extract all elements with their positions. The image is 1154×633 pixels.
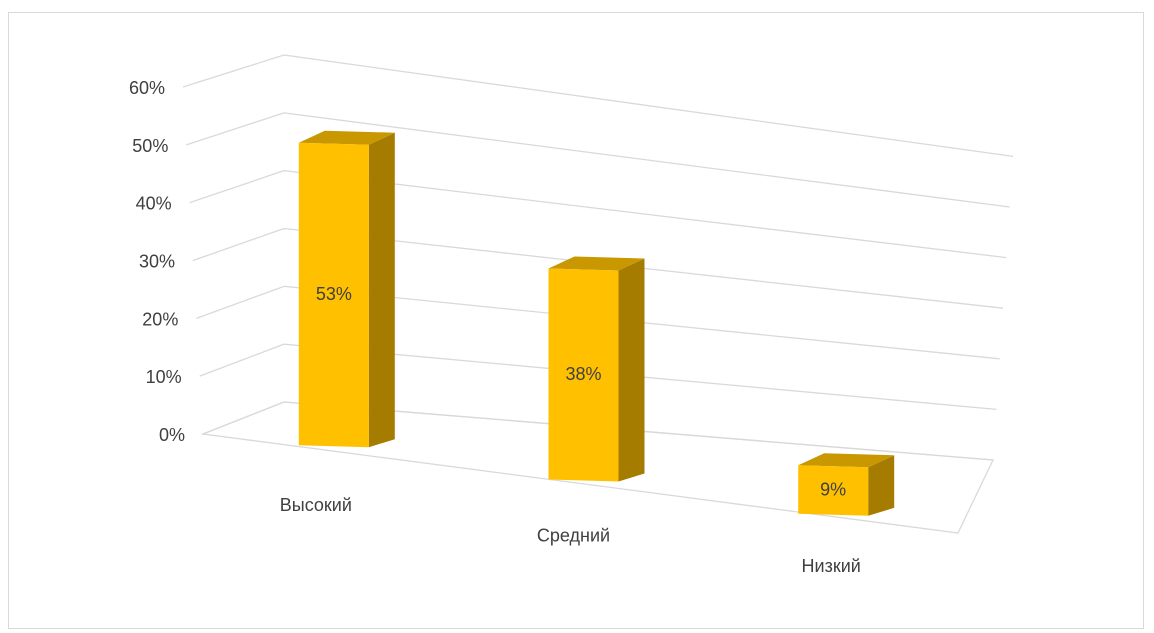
y-tick-label: 40% [136, 194, 172, 214]
y-tick-label: 60% [129, 78, 165, 98]
gridline-side [192, 227, 285, 262]
bar-0 [298, 142, 369, 448]
data-label-0: 53% [316, 284, 352, 304]
data-label-1: 38% [565, 364, 601, 384]
bar-side-2 [868, 455, 895, 516]
bar-top-1 [548, 256, 645, 271]
bar-top-2 [798, 453, 895, 468]
bar-side-1 [618, 258, 645, 482]
x-category-label-1: Средний [537, 526, 610, 546]
gridlines [182, 54, 1014, 534]
y-tick-label: 0% [159, 425, 185, 445]
y-tick-label: 20% [142, 309, 178, 329]
bar-1 [548, 268, 619, 482]
bars [298, 130, 895, 516]
bar-side-0 [368, 132, 395, 448]
y-axis: 0% 10% 20% 30% 40% 50% 60% [129, 78, 185, 445]
gridline [283, 112, 1010, 208]
gridline [283, 170, 1007, 259]
gridline-side [189, 170, 285, 204]
x-category-label-0: Высокий [280, 495, 352, 515]
gridline-side [182, 54, 285, 88]
gridline [283, 54, 1014, 158]
floor [200, 401, 994, 534]
bar-2 [798, 465, 869, 516]
gridline-side [196, 285, 285, 319]
y-tick-label: 30% [139, 252, 175, 272]
data-label-2: 9% [820, 480, 846, 500]
gridline-side [199, 343, 285, 377]
y-tick-label: 50% [132, 136, 168, 156]
gridline-side [186, 112, 285, 146]
y-tick-label: 10% [146, 367, 182, 387]
x-category-label-2: Низкий [802, 556, 861, 576]
bar-top-0 [298, 130, 395, 145]
labels: 53% Высокий 38% Средний 9% Низкий [280, 284, 861, 576]
